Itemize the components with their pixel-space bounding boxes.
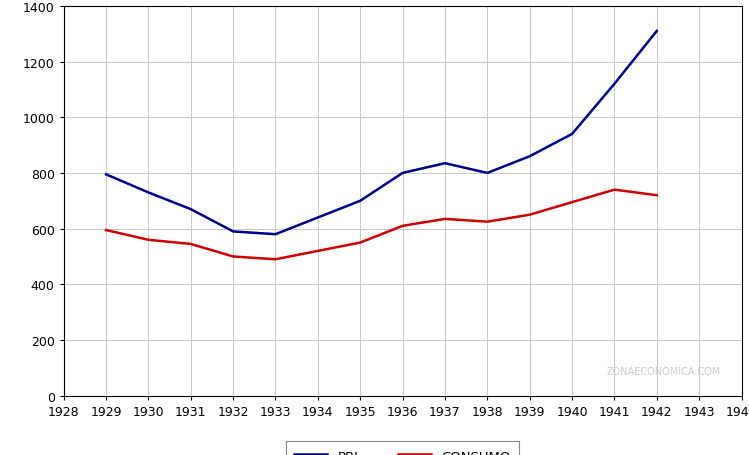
PBI <box>271 232 280 238</box>
CONSUMO <box>228 254 237 260</box>
CONSUMO <box>356 240 365 246</box>
Text: ZONAECONOMICA.COM: ZONAECONOMICA.COM <box>607 366 721 376</box>
CONSUMO <box>568 200 577 206</box>
PBI <box>187 207 195 212</box>
CONSUMO <box>102 228 111 233</box>
CONSUMO <box>144 238 153 243</box>
Legend: PBI, CONSUMO: PBI, CONSUMO <box>286 441 519 455</box>
CONSUMO <box>440 217 449 222</box>
PBI <box>356 198 365 204</box>
PBI <box>144 190 153 196</box>
PBI <box>440 161 449 167</box>
CONSUMO <box>525 212 534 218</box>
CONSUMO <box>610 187 619 193</box>
CONSUMO <box>187 242 195 247</box>
CONSUMO <box>313 248 322 254</box>
PBI <box>313 215 322 221</box>
CONSUMO <box>483 219 492 225</box>
Line: PBI: PBI <box>106 32 657 235</box>
PBI <box>568 132 577 137</box>
PBI <box>228 229 237 235</box>
CONSUMO <box>398 223 407 229</box>
PBI <box>398 171 407 176</box>
Line: CONSUMO: CONSUMO <box>106 190 657 260</box>
PBI <box>525 154 534 160</box>
PBI <box>652 29 661 35</box>
PBI <box>102 172 111 177</box>
CONSUMO <box>271 257 280 263</box>
PBI <box>610 82 619 87</box>
CONSUMO <box>652 193 661 198</box>
PBI <box>483 171 492 176</box>
